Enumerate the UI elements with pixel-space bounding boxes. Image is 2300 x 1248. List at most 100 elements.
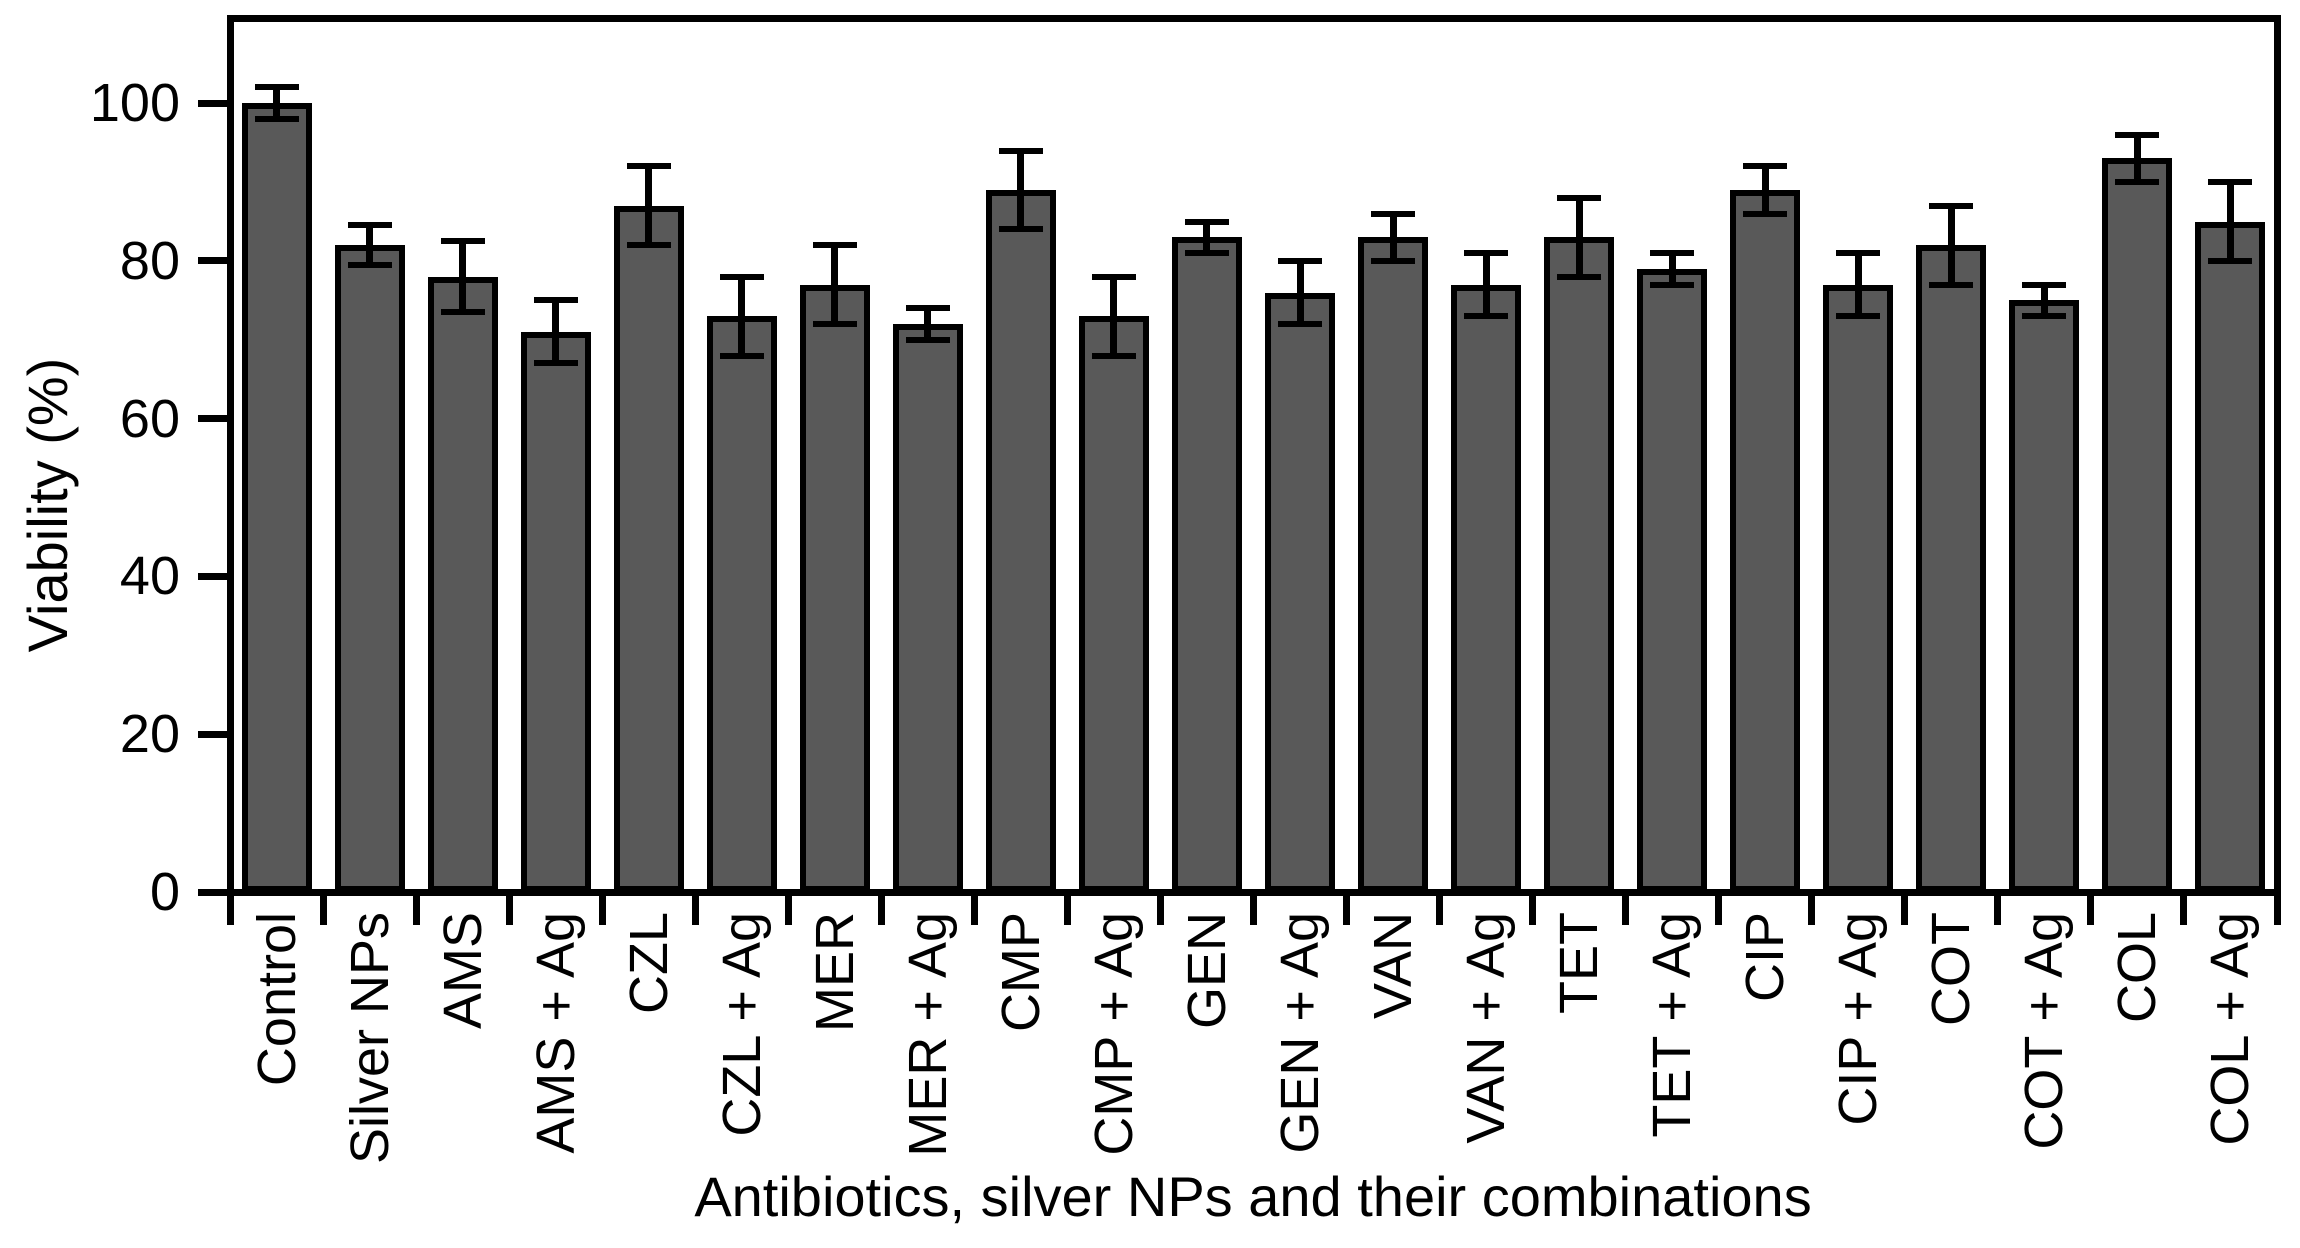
y-tick-label: 100	[89, 73, 180, 134]
error-bar-cap-bottom	[1650, 281, 1695, 288]
x-category-label: VAN	[1363, 912, 1424, 1020]
bar	[1823, 284, 1894, 892]
error-bar-cap-bottom	[998, 226, 1043, 233]
y-axis-tick	[198, 572, 230, 580]
x-axis-tick	[1529, 895, 1537, 925]
bar	[1916, 245, 1987, 892]
x-category-label: GEN	[1176, 912, 1237, 1030]
x-category-label: MER + Ag	[897, 912, 958, 1157]
x-category-label: Silver NPs	[339, 912, 400, 1165]
x-category-label: TET + Ag	[1642, 912, 1703, 1138]
x-category-label: Control	[246, 912, 307, 1087]
x-category-label: TET	[1549, 912, 1610, 1014]
x-category-label: COT + Ag	[2014, 912, 2075, 1150]
error-bar-cap-top	[719, 273, 764, 280]
error-bar-cap-top	[998, 147, 1043, 154]
error-bar-line	[366, 225, 374, 265]
error-bar-line	[2226, 182, 2234, 261]
error-bar-cap-bottom	[1278, 321, 1323, 328]
x-category-label: AMS + Ag	[525, 912, 586, 1154]
error-bar-cap-top	[440, 238, 485, 245]
error-bar-cap-bottom	[1836, 313, 1881, 320]
x-axis-tick	[1901, 895, 1909, 925]
bar	[1730, 189, 1801, 892]
error-bar-line	[1110, 276, 1118, 356]
error-bar-line	[1947, 205, 1955, 285]
x-axis-tick	[319, 895, 327, 925]
x-axis-tick	[226, 895, 234, 925]
error-bar-line	[552, 300, 560, 364]
x-category-label: COL	[2107, 912, 2168, 1024]
x-axis-tick	[784, 895, 792, 925]
error-bar-cap-top	[1650, 250, 1695, 257]
x-axis-tick	[1622, 895, 1630, 925]
bar	[520, 331, 591, 892]
error-bar-cap-bottom	[347, 261, 392, 268]
x-category-label: AMS	[432, 912, 493, 1030]
y-tick-label: 40	[119, 546, 180, 607]
error-bar-cap-top	[812, 242, 857, 249]
error-bar-line	[1017, 150, 1025, 230]
x-axis-tick	[970, 895, 978, 925]
x-axis-tick	[877, 895, 885, 925]
x-axis-tick	[2087, 895, 2095, 925]
bar	[2009, 300, 2080, 892]
y-axis-tick	[198, 415, 230, 423]
error-bar-cap-bottom	[2022, 313, 2067, 320]
x-category-label: VAN + Ag	[1456, 912, 1517, 1144]
error-bar-cap-bottom	[1464, 313, 1509, 320]
error-bar-cap-bottom	[1743, 210, 1788, 217]
bar	[985, 189, 1056, 892]
y-tick-label: 0	[149, 862, 180, 922]
y-tick-label: 80	[119, 230, 180, 291]
bar	[1078, 316, 1149, 892]
error-bar-cap-top	[2022, 281, 2067, 288]
plot-frame-right	[2273, 14, 2281, 896]
error-bar-line	[1203, 221, 1211, 254]
error-bar-cap-top	[905, 305, 950, 312]
x-category-label: COT	[1921, 912, 1982, 1026]
x-category-label: CMP	[990, 912, 1051, 1032]
error-bar-cap-top	[2115, 131, 2160, 138]
error-bar-cap-top	[1371, 210, 1416, 217]
x-axis-tick	[691, 895, 699, 925]
error-bar-cap-top	[1091, 273, 1136, 280]
error-bar-line	[1854, 253, 1862, 317]
x-axis-line	[226, 888, 2281, 896]
error-bar-cap-bottom	[440, 309, 485, 316]
error-bar-cap-top	[1836, 250, 1881, 257]
bar	[1171, 237, 1242, 892]
bar	[1637, 268, 1708, 892]
error-bar-line	[459, 241, 467, 313]
error-bar-cap-top	[1929, 202, 1974, 209]
x-axis-tick	[1063, 895, 1071, 925]
error-bar-cap-top	[254, 84, 299, 91]
error-bar-line	[738, 276, 746, 356]
x-axis-tick	[1156, 895, 1164, 925]
x-axis-tick	[1436, 895, 1444, 925]
bar	[427, 276, 498, 892]
error-bar-line	[1296, 260, 1304, 325]
x-axis-tick	[2180, 895, 2188, 925]
error-bar-line	[1761, 166, 1769, 214]
x-category-label: GEN + Ag	[1270, 912, 1331, 1154]
plot-frame-top	[226, 14, 2281, 22]
x-axis-title: Antibiotics, silver NPs and their combin…	[694, 1165, 1812, 1228]
error-bar-line	[2040, 284, 2048, 317]
bar	[799, 284, 870, 892]
x-axis-tick	[412, 895, 420, 925]
x-category-label: MER	[804, 912, 865, 1032]
error-bar-cap-bottom	[812, 321, 857, 328]
error-bar-cap-top	[1743, 163, 1788, 170]
error-bar-cap-top	[347, 222, 392, 229]
error-bar-line	[1575, 197, 1583, 277]
error-bar-cap-bottom	[626, 242, 671, 249]
y-axis-tick	[198, 730, 230, 738]
error-bar-cap-bottom	[1557, 273, 1602, 280]
x-category-label: CMP + Ag	[1083, 912, 1144, 1156]
error-bar-cap-bottom	[254, 115, 299, 122]
y-tick-label: 20	[119, 704, 180, 765]
y-axis-line	[226, 14, 234, 896]
error-bar-line	[831, 245, 839, 325]
